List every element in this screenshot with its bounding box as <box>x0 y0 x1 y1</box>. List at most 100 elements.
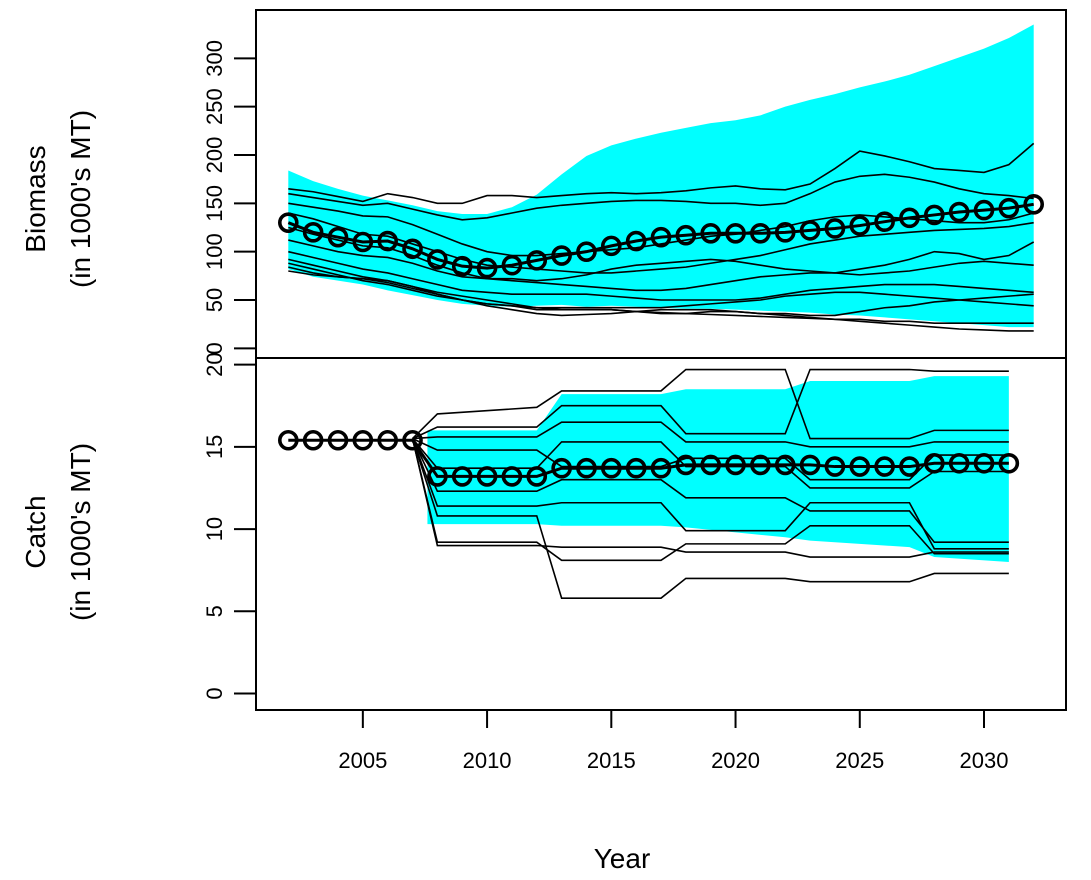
x-tick-label: 2020 <box>711 748 760 773</box>
biomass-median-line <box>287 202 1034 270</box>
biomass-y-tick-label: 250 <box>202 88 227 125</box>
biomass-median-point <box>824 218 846 239</box>
catch-median-point <box>973 452 995 474</box>
biomass-y-tick-label: 50 <box>202 288 227 312</box>
catch-median-point <box>352 429 374 451</box>
catch-plot-frame <box>255 357 1067 711</box>
biomass-y-tick-label: 100 <box>202 233 227 270</box>
x-tick-label: 2005 <box>338 748 387 773</box>
catch-trajectory-2 <box>412 368 1009 440</box>
catch-median-point <box>750 454 771 476</box>
catch-y-axis-title-line2: (in 1000's MT) <box>65 443 96 621</box>
biomass-median-point <box>924 204 945 226</box>
catch-median-point <box>948 452 970 474</box>
catch-median-point <box>675 454 697 476</box>
catch-median-point <box>576 457 597 479</box>
biomass-trajectory-2 <box>288 173 1034 221</box>
catch-y-axis: 0 5 10 15 20 <box>202 352 256 700</box>
biomass-median-point <box>501 254 523 276</box>
biomass-median-point <box>675 224 697 246</box>
catch-median-point <box>377 429 398 451</box>
biomass-median-point <box>650 226 672 248</box>
x-tick-label: 2010 <box>463 748 512 773</box>
biomass-y-axis-title-line1: Biomass <box>20 145 51 252</box>
catch-trajectory-1 <box>411 368 1009 440</box>
biomass-median-series <box>278 194 1044 279</box>
biomass-median-point <box>352 231 374 253</box>
catch-median-point <box>874 456 895 477</box>
biomass-median-point <box>526 250 548 271</box>
catch-median-point <box>650 457 672 479</box>
biomass-y-axis-title-line2: (in 1000's MT) <box>65 110 96 288</box>
biomass-median-point <box>799 220 821 241</box>
biomass-median-point <box>725 223 746 244</box>
biomass-median-point <box>1023 194 1044 215</box>
biomass-median-point <box>625 230 647 252</box>
biomass-median-point <box>774 222 796 243</box>
catch-median-point <box>799 454 821 476</box>
biomass-median-point <box>998 197 1020 219</box>
biomass-median-point <box>377 230 398 252</box>
catch-median-point <box>601 457 622 479</box>
catch-trajectory-6 <box>411 438 1009 544</box>
catch-median-point <box>302 429 324 451</box>
catch-median-point <box>551 457 572 479</box>
biomass-trajectory-7 <box>288 250 1034 301</box>
catch-median-point <box>501 466 523 487</box>
catch-trajectories <box>411 368 1009 599</box>
biomass-median-point <box>750 223 771 244</box>
catch-median-point <box>625 457 647 479</box>
biomass-median-point <box>302 222 324 243</box>
biomass-median-point <box>899 207 920 229</box>
biomass-median-point <box>278 212 299 233</box>
biomass-y-tick-label: 0 <box>202 342 227 354</box>
catch-trajectory-5 <box>411 438 1009 489</box>
biomass-median-point <box>576 241 597 262</box>
catch-y-axis-title-line1: Catch <box>20 495 51 568</box>
catch-median-series <box>278 429 1020 487</box>
catch-y-tick-label: 15 <box>202 435 227 459</box>
catch-trajectory-7 <box>411 438 1009 550</box>
x-axis-title: Year <box>594 843 651 874</box>
biomass-trajectory-9 <box>288 262 1034 309</box>
catch-trajectory-9 <box>411 438 1009 558</box>
biomass-y-axis: 0 50 100 150 200 250 300 <box>202 40 256 354</box>
catch-median-point <box>476 466 498 487</box>
biomass-panel: 0 50 100 150 200 250 300 Biomass (in 1000's MT… <box>20 9 1067 359</box>
biomass-trajectory-6 <box>288 239 1034 282</box>
catch-median-point <box>998 452 1020 474</box>
biomass-trajectory-4 <box>288 212 1034 274</box>
biomass-median-point <box>402 238 423 260</box>
catch-y-tick-label: 5 <box>202 605 227 617</box>
catch-median-point <box>824 456 846 477</box>
catch-median-point <box>924 452 945 474</box>
catch-median-point <box>700 454 721 476</box>
catch-median-line <box>288 438 1009 478</box>
catch-median-point <box>451 466 473 487</box>
x-tick-label: 2030 <box>960 748 1009 773</box>
biomass-trajectory-1 <box>288 142 1035 205</box>
biomass-median-point <box>700 223 721 244</box>
biomass-y-tick-label: 200 <box>202 137 227 174</box>
catch-median-point <box>327 429 349 451</box>
catch-median-point <box>526 466 548 487</box>
biomass-median-point <box>849 215 871 236</box>
catch-median-point <box>725 454 746 476</box>
biomass-y-tick-label: 150 <box>202 185 227 222</box>
biomass-median-point <box>451 255 473 277</box>
catch-trajectory-8 <box>411 438 1009 562</box>
catch-median-point <box>427 466 448 487</box>
catch-median-point <box>278 429 299 451</box>
biomass-trajectory-10 <box>288 266 1034 325</box>
x-tick-label: 2015 <box>587 748 636 773</box>
biomass-median-point <box>476 257 498 279</box>
biomass-median-point <box>551 245 572 266</box>
biomass-median-point <box>327 226 349 248</box>
biomass-band-area <box>288 24 1034 328</box>
catch-median-point <box>899 456 920 477</box>
catch-median-point <box>849 456 871 477</box>
biomass-y-tick-label: 300 <box>202 40 227 77</box>
biomass-median-point <box>427 249 448 270</box>
